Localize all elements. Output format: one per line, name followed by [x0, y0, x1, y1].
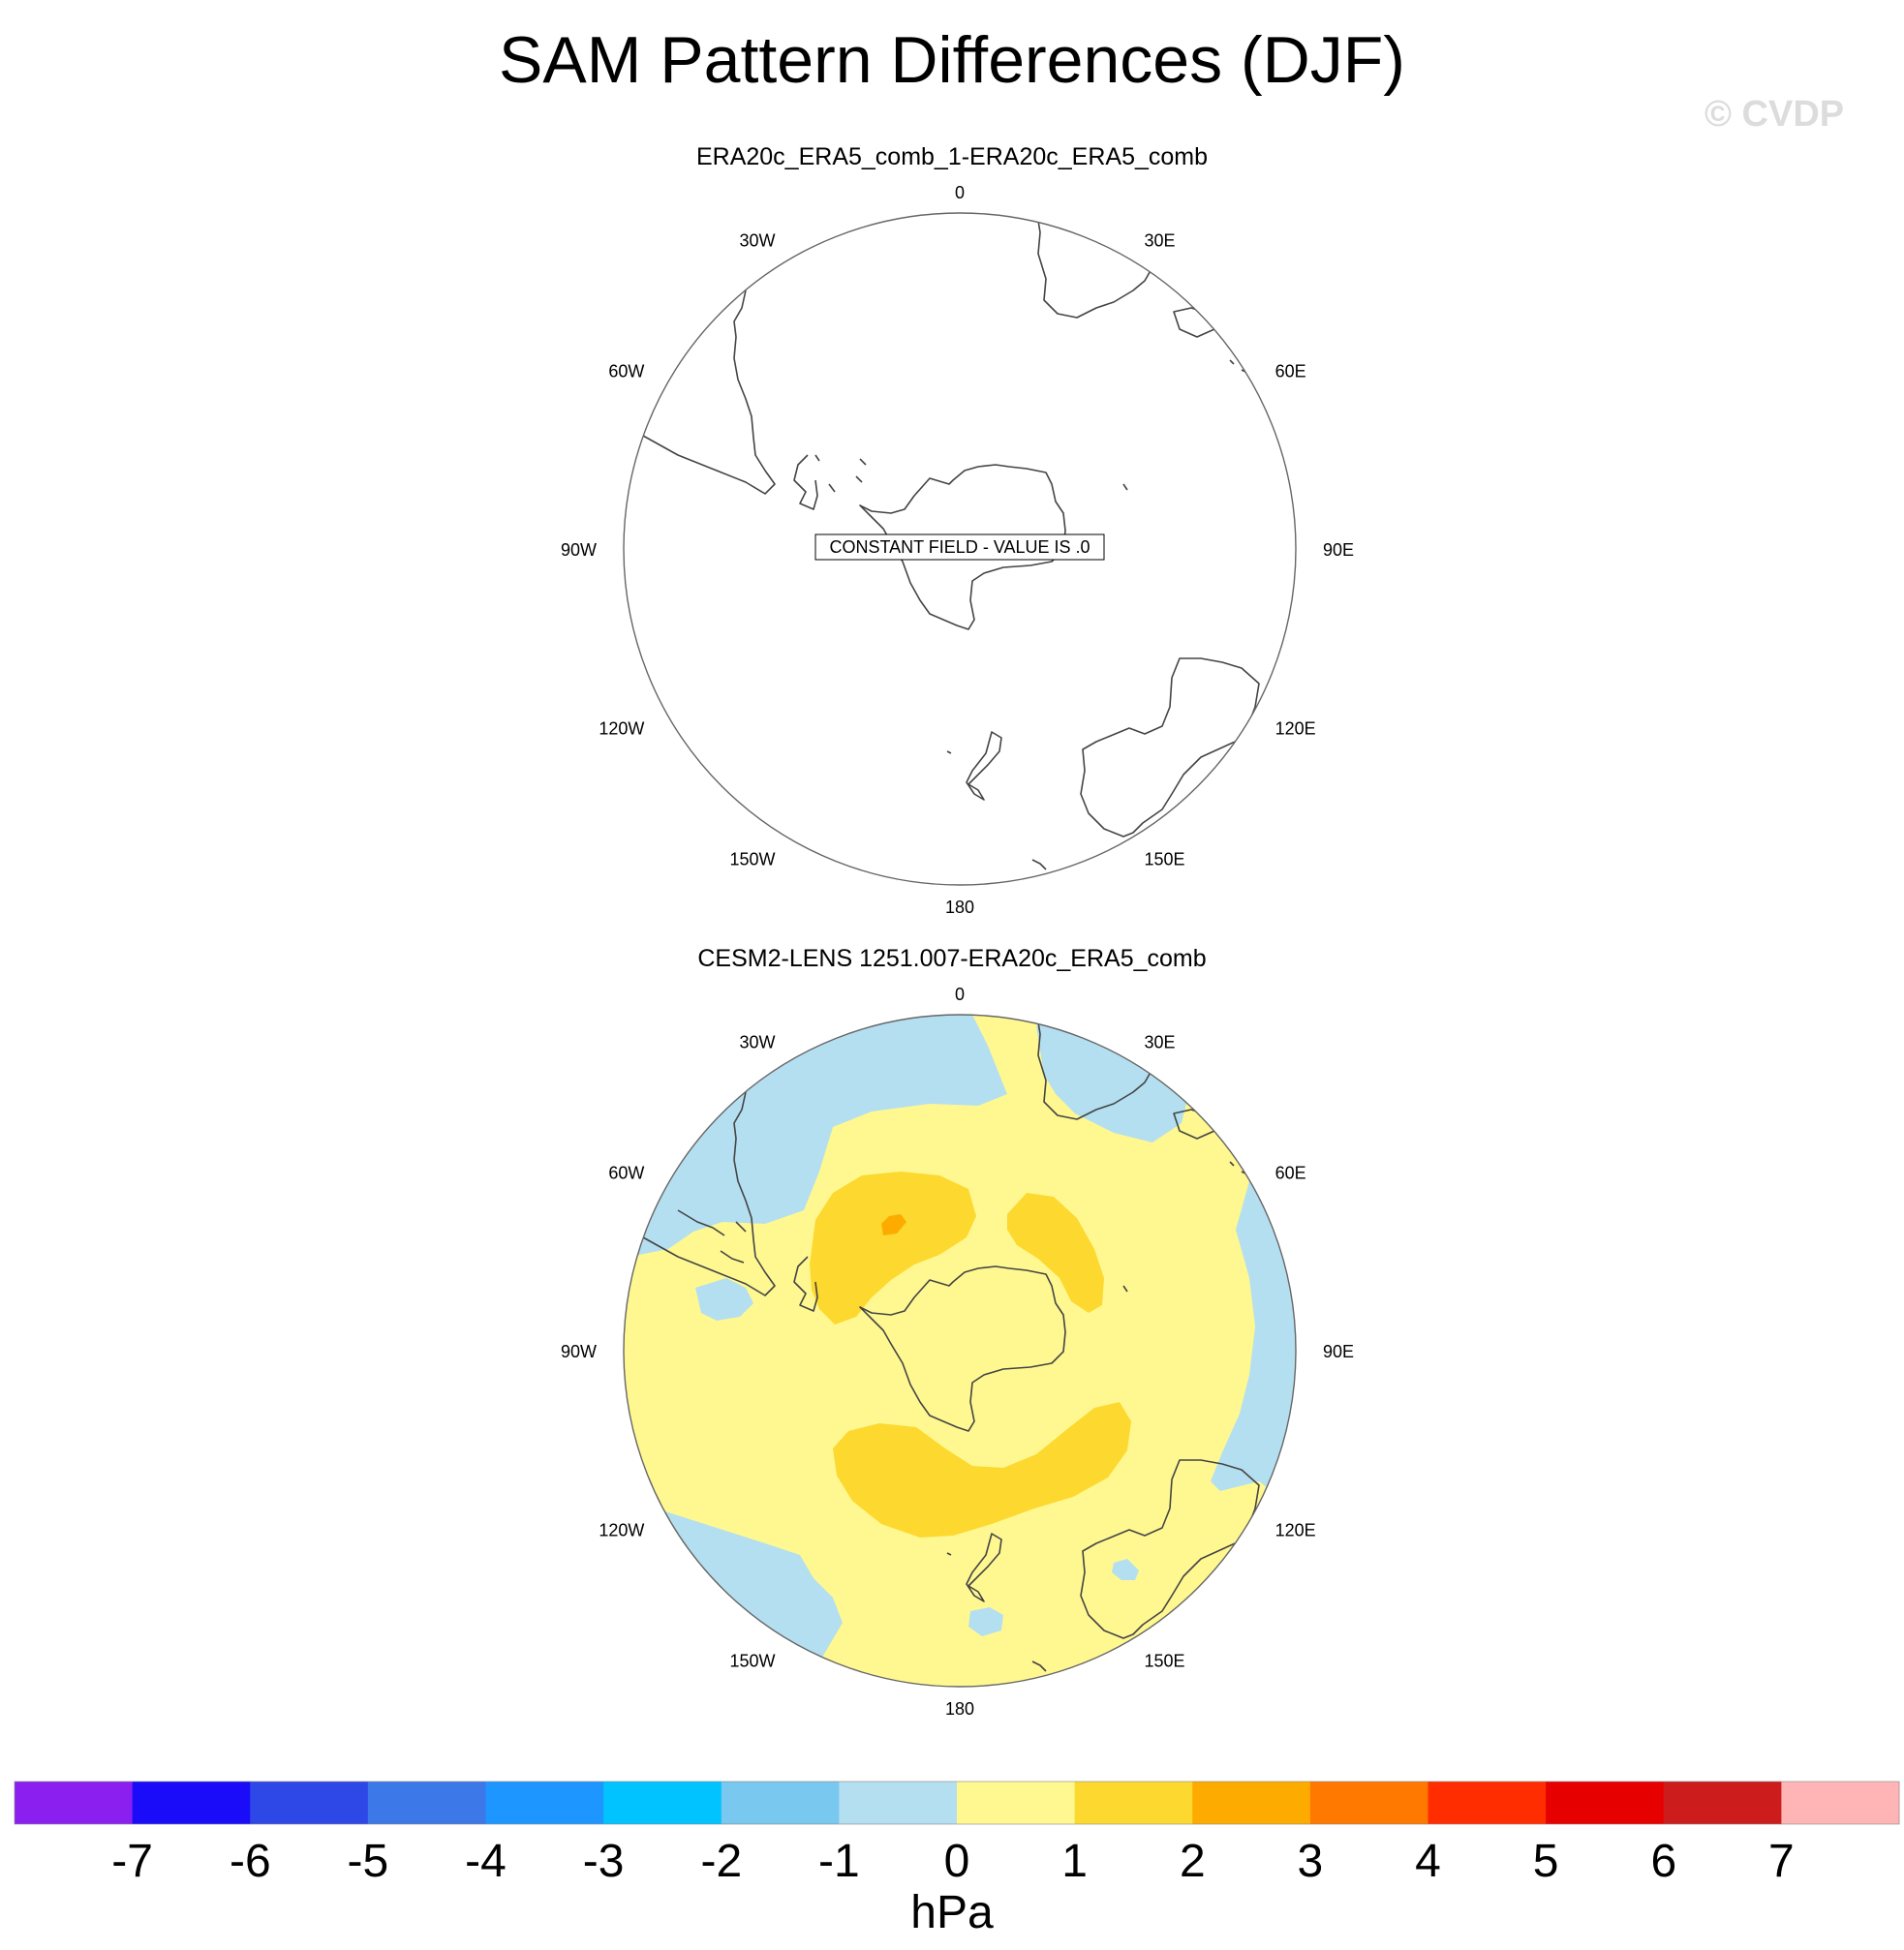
colorbar-tick-9: 2 [1179, 1836, 1206, 1887]
lon-label-60e: 60E [1275, 1164, 1306, 1183]
colorbar-units: hPa [910, 1887, 994, 1938]
colorbar-swatch-15 [1781, 1782, 1900, 1824]
colorbar-tick-12: 5 [1532, 1836, 1559, 1887]
lon-label-150e: 150E [1145, 1652, 1185, 1671]
colorbar-tick-8: 1 [1061, 1836, 1088, 1887]
neg-patch-tasmania [1112, 1559, 1139, 1580]
colorbar-swatch-11 [1309, 1782, 1429, 1824]
colorbar-swatch-2 [250, 1782, 369, 1824]
colorbar-tick-2: -5 [347, 1836, 389, 1887]
colorbar-swatch-13 [1546, 1782, 1665, 1824]
colorbar-swatch-4 [485, 1782, 604, 1824]
panel-2-title: CESM2-LENS 1251.007-ERA20c_ERA5_comb [697, 945, 1207, 972]
lon-label-90w: 90W [561, 540, 597, 560]
panel-1-constant-annotation: CONSTANT FIELD - VALUE IS .0 [814, 533, 1105, 561]
colorbar-tick-6: -1 [818, 1836, 860, 1887]
lon-label-180: 180 [945, 898, 974, 917]
colorbar-swatch-7 [839, 1782, 958, 1824]
lon-label-60w: 60W [608, 362, 644, 381]
colorbar-swatch-12 [1428, 1782, 1547, 1824]
lon-label-150w: 150W [729, 1652, 775, 1671]
lon-label-120e: 120E [1275, 1521, 1316, 1540]
colorbar-tick-0: -7 [111, 1836, 153, 1887]
colorbar-tick-7: 0 [943, 1836, 970, 1887]
pos-core-2to3 [881, 1214, 906, 1235]
map-2-border [623, 1014, 1297, 1688]
pos-lobe-drake-passage [810, 1172, 976, 1325]
lon-label-60e: 60E [1275, 362, 1306, 381]
lon-label-60w: 60W [608, 1164, 644, 1183]
colorbar-swatch-3 [367, 1782, 487, 1824]
colorbar-tick-5: -2 [700, 1836, 743, 1887]
colorbar-tick-10: 3 [1297, 1836, 1324, 1887]
constant-field-label: CONSTANT FIELD - VALUE IS .0 [829, 537, 1090, 557]
lon-label-30e: 30E [1145, 230, 1176, 250]
colorbar-tick-4: -3 [582, 1836, 625, 1887]
map-2-lon-labels: 0 30E 60E 90E 120E 150E 180 150W 120W 90W 60W 30W [561, 985, 1354, 1719]
lon-label-30w: 30W [739, 230, 775, 250]
neg-region-indian-ocean [1211, 1162, 1296, 1510]
colorbar-swatch-5 [603, 1782, 722, 1824]
colorbar [14, 1781, 1900, 1825]
colorbar-tick-13: 6 [1650, 1836, 1677, 1887]
neg-patch-chile [695, 1278, 753, 1321]
pos-arc-pacific-sector [833, 1402, 1131, 1538]
pos-lobe-indian-sector [1007, 1193, 1104, 1313]
panel-1-map: CONSTANT FIELD - VALUE IS .0 0 30E 60E 90E 1… [561, 183, 1354, 917]
colorbar-swatch-6 [721, 1782, 840, 1824]
panel-1-title: ERA20c_ERA5_comb_1-ERA20c_ERA5_comb [695, 143, 1209, 170]
colorbar-tick-11: 4 [1415, 1836, 1441, 1887]
lon-label-120w: 120W [599, 1521, 644, 1540]
lon-label-120e: 120E [1275, 719, 1316, 739]
lon-label-90e: 90E [1323, 1342, 1354, 1361]
colorbar-tick-1: -6 [229, 1836, 271, 1887]
colorbar-swatch-0 [15, 1782, 134, 1824]
neg-patch-new-zealand [968, 1607, 1003, 1636]
cvdp-watermark: © CVDP [1704, 94, 1845, 135]
colorbar-swatch-10 [1192, 1782, 1311, 1824]
map-1-border [623, 212, 1297, 886]
lon-label-120w: 120W [599, 719, 644, 739]
colorbar-swatch-9 [1074, 1782, 1193, 1824]
map-2-coastlines [642, 1015, 1260, 1672]
lon-label-0: 0 [955, 183, 965, 202]
colorbar-frame [14, 1781, 1900, 1825]
figure-title: SAM Pattern Differences (DJF) [499, 23, 1405, 97]
colorbar-swatch-14 [1663, 1782, 1782, 1824]
lon-label-150e: 150E [1145, 850, 1185, 869]
colorbar-swatch-1 [132, 1782, 251, 1824]
lon-label-180: 180 [945, 1699, 974, 1719]
colorbar-tick-14: 7 [1768, 1836, 1795, 1887]
lon-label-30w: 30W [739, 1032, 775, 1051]
panel-2-map: 0 30E 60E 90E 120E 150E 180 150W 120W 90W 60W 30W [561, 985, 1354, 1719]
lon-label-0: 0 [955, 985, 965, 1004]
colorbar-swatch-8 [957, 1782, 1076, 1824]
lon-label-30e: 30E [1145, 1032, 1176, 1051]
lon-label-90w: 90W [561, 1342, 597, 1361]
colorbar-tick-3: -4 [465, 1836, 507, 1887]
lon-label-150w: 150W [729, 850, 775, 869]
lon-label-90e: 90E [1323, 540, 1354, 560]
map-1-lon-labels: 0 30E 60E 90E 120E 150E 180 150W 120W 90W 60W 30W [561, 183, 1354, 917]
